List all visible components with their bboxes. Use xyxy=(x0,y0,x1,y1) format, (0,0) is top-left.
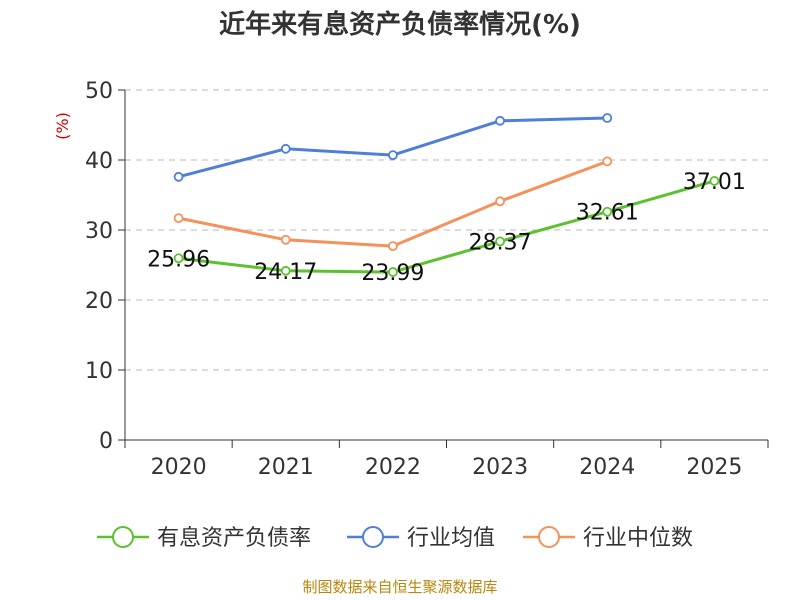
y-tick-labels: 0 10 20 30 40 50 xyxy=(85,79,113,454)
data-point-2 xyxy=(280,234,291,245)
x-tick-label: 2020 xyxy=(151,455,207,480)
data-label: 32.61 xyxy=(576,201,639,226)
legend-marker xyxy=(112,526,134,548)
x-tick-label: 2023 xyxy=(472,455,528,480)
data-point-1 xyxy=(173,171,184,182)
legend-marker xyxy=(538,526,560,548)
legend-marker xyxy=(362,526,384,548)
data-point-0 xyxy=(280,265,291,276)
y-tick-label: 10 xyxy=(85,359,113,384)
legend: 有息资产负债率 行业均值 行业中位数 xyxy=(97,526,693,551)
x-tick-label: 2022 xyxy=(365,455,421,480)
y-tick-label: 40 xyxy=(85,149,113,174)
legend-label: 有息资产负债率 xyxy=(157,526,311,551)
data-point-2 xyxy=(495,196,505,207)
x-tick-labels: 2020 2021 2022 2023 2024 2025 xyxy=(151,455,743,480)
data-label: 28.37 xyxy=(469,230,532,255)
y-axis-unit: (%) xyxy=(53,112,72,140)
data-point-1 xyxy=(602,113,613,123)
data-point-2 xyxy=(602,156,613,167)
data-point-1 xyxy=(388,150,398,161)
data-point-0 xyxy=(495,236,505,247)
series-line-1 xyxy=(178,116,608,179)
data-point-2 xyxy=(388,241,398,252)
x-tick-label: 2024 xyxy=(579,455,635,480)
y-tick-label: 0 xyxy=(99,429,113,454)
series-line-2 xyxy=(178,159,608,248)
data-labels: 25.96 24.17 23.99 28.37 32.61 37.01 xyxy=(147,170,746,286)
data-point-0 xyxy=(709,176,720,186)
data-point-0 xyxy=(173,253,184,264)
y-tick-label: 20 xyxy=(85,289,113,314)
data-label: 37.01 xyxy=(683,170,746,195)
series-group xyxy=(173,113,720,277)
data-point-0 xyxy=(388,267,398,277)
series-line-0 xyxy=(178,179,715,274)
data-point-2 xyxy=(173,213,184,224)
y-tick-label: 50 xyxy=(85,79,113,104)
legend-label: 行业中位数 xyxy=(583,526,693,551)
data-point-1 xyxy=(495,115,505,126)
data-label: 24.17 xyxy=(254,260,317,285)
x-tick-label: 2025 xyxy=(686,455,742,480)
chart-title: 近年来有息资产负债率情况(%) xyxy=(219,9,581,40)
x-tick-label: 2021 xyxy=(258,455,314,480)
grid-lines xyxy=(125,89,768,371)
data-label: 25.96 xyxy=(147,247,210,272)
data-point-0 xyxy=(602,206,613,217)
y-tick-label: 30 xyxy=(85,219,113,244)
axes xyxy=(118,89,769,448)
source-note: 制图数据来自恒生聚源数据库 xyxy=(302,578,497,596)
legend-label: 行业均值 xyxy=(407,526,495,551)
data-label: 23.99 xyxy=(361,261,424,286)
data-point-1 xyxy=(280,143,291,154)
